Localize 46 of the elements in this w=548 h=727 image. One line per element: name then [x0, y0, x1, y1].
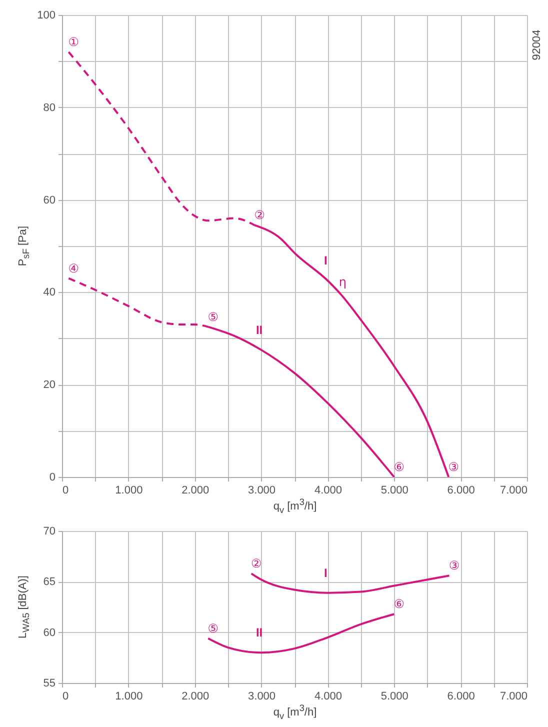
- line-series: [250, 572, 450, 594]
- series-label: I: [324, 566, 328, 580]
- annotation: η: [338, 275, 346, 290]
- annotation: ②: [254, 208, 266, 222]
- y-tick-label: 60: [43, 626, 56, 639]
- annotation: ②: [250, 556, 262, 571]
- x-tick-label: 6.000: [447, 484, 475, 496]
- y-tick-label: 65: [43, 576, 56, 588]
- annotation: ⑤: [208, 310, 219, 324]
- series-label: I: [324, 254, 328, 268]
- line-series: [207, 613, 396, 654]
- annotation: ⑥: [394, 597, 405, 612]
- y-tick-label: 0: [49, 472, 56, 484]
- x-tick-label: 0: [62, 484, 69, 496]
- x-tick-label: 7.000: [500, 484, 528, 496]
- y-tick-label: 20: [43, 379, 56, 392]
- annotation: ⑤: [208, 621, 219, 636]
- series-label: II: [256, 322, 263, 337]
- x-tick-label: 5.000: [380, 484, 408, 496]
- y-tick-label: 40: [43, 286, 56, 299]
- annotation: ③: [448, 460, 459, 474]
- annotation: ③: [448, 558, 460, 573]
- x-axis-title: q$_{v}$ [m$^{3}$/h]: [273, 703, 317, 721]
- annotation: ①: [68, 34, 80, 49]
- series-label: II: [256, 626, 263, 640]
- x-tick-label: 1.000: [115, 690, 143, 702]
- x-axis-title: q$_{v}$ [m$^{3}$/h]: [273, 497, 317, 515]
- x-tick-label: 1.000: [115, 484, 143, 496]
- x-tick-label: 4.000: [314, 484, 342, 496]
- y-tick-label: 100: [37, 10, 56, 22]
- x-tick-label: 7.000: [500, 690, 528, 702]
- x-tick-label: 0: [62, 690, 69, 702]
- x-tick-label: 2.000: [182, 690, 210, 702]
- annotation: ⑥: [394, 460, 405, 474]
- y-tick-label: 80: [43, 102, 56, 114]
- text: 92004: [531, 30, 543, 60]
- x-tick-label: 2.000: [182, 484, 210, 496]
- y-tick-label: 55: [43, 678, 56, 690]
- x-tick-label: 3.000: [248, 484, 276, 496]
- y-tick-label: 70: [43, 526, 56, 538]
- annotation: ④: [68, 261, 80, 276]
- x-tick-label: 3.000: [248, 690, 276, 702]
- x-tick-label: 6.000: [447, 690, 475, 702]
- x-tick-label: 4.000: [314, 690, 342, 702]
- y-tick-label: 60: [43, 194, 56, 206]
- x-tick-label: 5.000: [380, 690, 408, 702]
